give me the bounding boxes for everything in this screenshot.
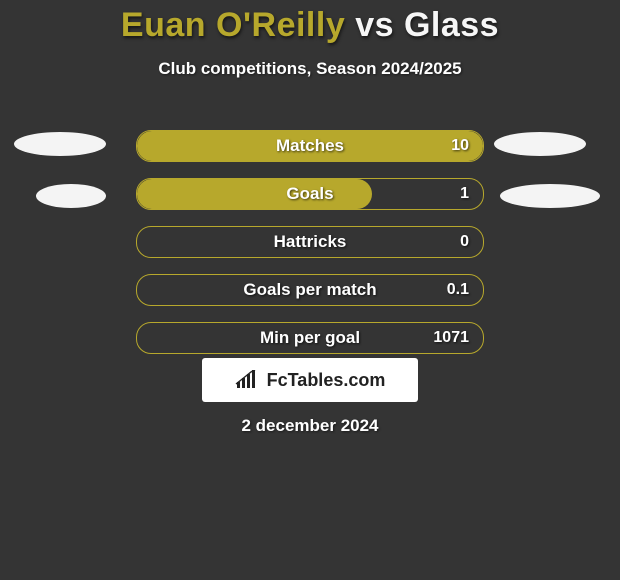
title-right: Glass bbox=[404, 6, 499, 44]
avatar-ellipse bbox=[494, 132, 586, 156]
stat-bar-label: Goals bbox=[286, 184, 333, 204]
stat-bar: Goals per match 0.1 bbox=[136, 274, 484, 306]
stat-bar-label: Hattricks bbox=[274, 232, 347, 252]
stat-bar-label: Min per goal bbox=[260, 328, 360, 348]
title-left: Euan O'Reilly bbox=[121, 6, 345, 44]
stat-bar: Hattricks 0 bbox=[136, 226, 484, 258]
stat-bar-value: 10 bbox=[451, 137, 469, 155]
date-line: 2 december 2024 bbox=[0, 416, 620, 436]
stat-bar-value: 0 bbox=[460, 233, 469, 251]
avatar-ellipse bbox=[14, 132, 106, 156]
title-vs: vs bbox=[355, 6, 404, 44]
subtitle: Club competitions, Season 2024/2025 bbox=[0, 59, 620, 79]
stat-bar-value: 1071 bbox=[433, 329, 469, 347]
logo-inner: FcTables.com bbox=[235, 370, 386, 391]
comparison-infographic: Euan O'Reilly vs Glass Club competitions… bbox=[0, 6, 620, 580]
avatar-ellipse bbox=[500, 184, 600, 208]
stat-bar-label: Matches bbox=[276, 136, 344, 156]
stat-bar-value: 1 bbox=[460, 185, 469, 203]
logo-text: FcTables.com bbox=[267, 370, 386, 391]
stat-bar: Min per goal 1071 bbox=[136, 322, 484, 354]
source-logo: FcTables.com bbox=[202, 358, 418, 402]
stat-bar: Goals 1 bbox=[136, 178, 484, 210]
stat-bar-value: 0.1 bbox=[447, 281, 469, 299]
stat-bar-label: Goals per match bbox=[243, 280, 376, 300]
avatar-ellipse bbox=[36, 184, 106, 208]
stat-bar-fill bbox=[137, 179, 372, 209]
bar-chart-icon bbox=[235, 370, 261, 390]
page-title: Euan O'Reilly vs Glass bbox=[0, 6, 620, 45]
stat-bar: Matches 10 bbox=[136, 130, 484, 162]
stat-bars: Matches 10 Goals 1 Hattricks 0 Goals per… bbox=[136, 130, 484, 370]
